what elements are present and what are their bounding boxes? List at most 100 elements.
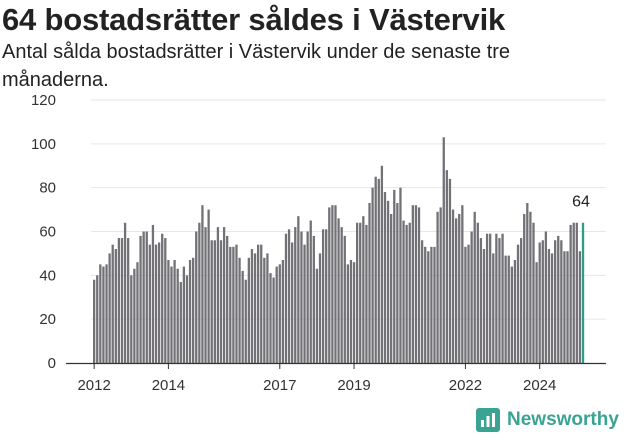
bar — [482, 249, 486, 363]
bar — [396, 203, 399, 363]
bar — [142, 231, 145, 363]
y-tick-label: 0 — [48, 355, 56, 372]
bar — [328, 207, 331, 363]
bar — [352, 262, 356, 363]
bar — [182, 266, 186, 363]
bars — [93, 137, 585, 364]
bar — [476, 222, 479, 363]
bar — [550, 253, 554, 363]
bar — [566, 251, 569, 363]
bar — [238, 257, 241, 363]
bar — [185, 275, 189, 363]
last-value-label: 64 — [572, 194, 590, 211]
bar — [405, 224, 408, 363]
bar — [532, 222, 535, 363]
bar-highlight — [581, 222, 585, 363]
bar — [461, 205, 464, 363]
bar — [96, 275, 99, 363]
bar — [355, 222, 359, 363]
bar — [464, 246, 467, 363]
bar — [167, 259, 170, 363]
bar — [222, 227, 226, 363]
bar — [318, 253, 322, 363]
bar — [492, 253, 495, 363]
bar — [253, 253, 257, 363]
bar — [232, 246, 235, 363]
bar — [229, 246, 232, 363]
bar — [529, 211, 532, 363]
bar — [519, 238, 523, 363]
bar — [442, 137, 445, 363]
x-tick-label: 2012 — [77, 377, 110, 394]
bar — [102, 266, 105, 363]
bar — [179, 281, 182, 363]
bar — [399, 187, 402, 363]
bar — [563, 251, 566, 363]
bar — [473, 211, 476, 363]
bar — [198, 222, 201, 363]
bar — [455, 218, 458, 363]
bar — [368, 203, 371, 363]
bar — [489, 233, 492, 363]
bar — [513, 259, 517, 363]
y-tick-label: 20 — [39, 311, 56, 328]
bar — [105, 264, 108, 364]
bar — [272, 277, 275, 363]
bar — [321, 229, 325, 363]
x-tick-label: 2022 — [449, 377, 482, 394]
bar — [188, 259, 192, 363]
y-tick-label: 60 — [39, 224, 56, 241]
bar — [173, 259, 176, 363]
bar — [424, 246, 427, 363]
bar — [210, 240, 213, 363]
bar — [201, 205, 204, 363]
bar — [470, 231, 473, 363]
bar — [390, 213, 393, 363]
bar — [377, 178, 380, 363]
bar — [127, 238, 130, 363]
bar — [139, 235, 142, 363]
bar — [337, 218, 340, 363]
bar — [148, 244, 151, 363]
bar — [485, 233, 489, 363]
y-tick-label: 100 — [31, 136, 56, 153]
y-tick-label: 120 — [31, 92, 56, 109]
bar — [436, 211, 439, 363]
axes: 0 20 40 60 80 100 120 2012 2014 2017 2019 2022 2024 6… — [31, 92, 606, 394]
bar — [130, 275, 133, 363]
bar — [498, 238, 501, 363]
bar — [145, 231, 148, 363]
bar — [204, 227, 207, 363]
bar — [275, 266, 278, 363]
bar — [554, 240, 557, 363]
x-tick-label: 2017 — [263, 377, 296, 394]
bar — [226, 235, 229, 363]
bar — [569, 224, 572, 363]
bar — [157, 242, 161, 363]
bar — [526, 203, 529, 363]
bar — [120, 238, 124, 363]
bar — [380, 165, 384, 363]
chart-title: 64 bostadsrätter såldes i Västervik — [2, 2, 506, 37]
bar — [281, 259, 285, 363]
bar — [266, 253, 269, 363]
bar — [93, 279, 96, 363]
bar — [479, 238, 483, 363]
newsworthy-logo: Newsworthy — [476, 408, 619, 432]
bar — [216, 227, 220, 363]
bar — [560, 240, 563, 363]
y-tick-label: 40 — [39, 267, 56, 284]
bar — [244, 279, 247, 363]
bar — [386, 200, 390, 363]
bar — [383, 192, 387, 363]
bar — [544, 231, 548, 363]
bar — [523, 213, 526, 363]
bar — [417, 207, 421, 363]
bar — [516, 244, 520, 363]
bar — [458, 213, 461, 363]
bar — [315, 268, 319, 363]
bar — [331, 205, 334, 363]
bar — [501, 233, 504, 363]
y-tick-label: 80 — [39, 180, 56, 197]
